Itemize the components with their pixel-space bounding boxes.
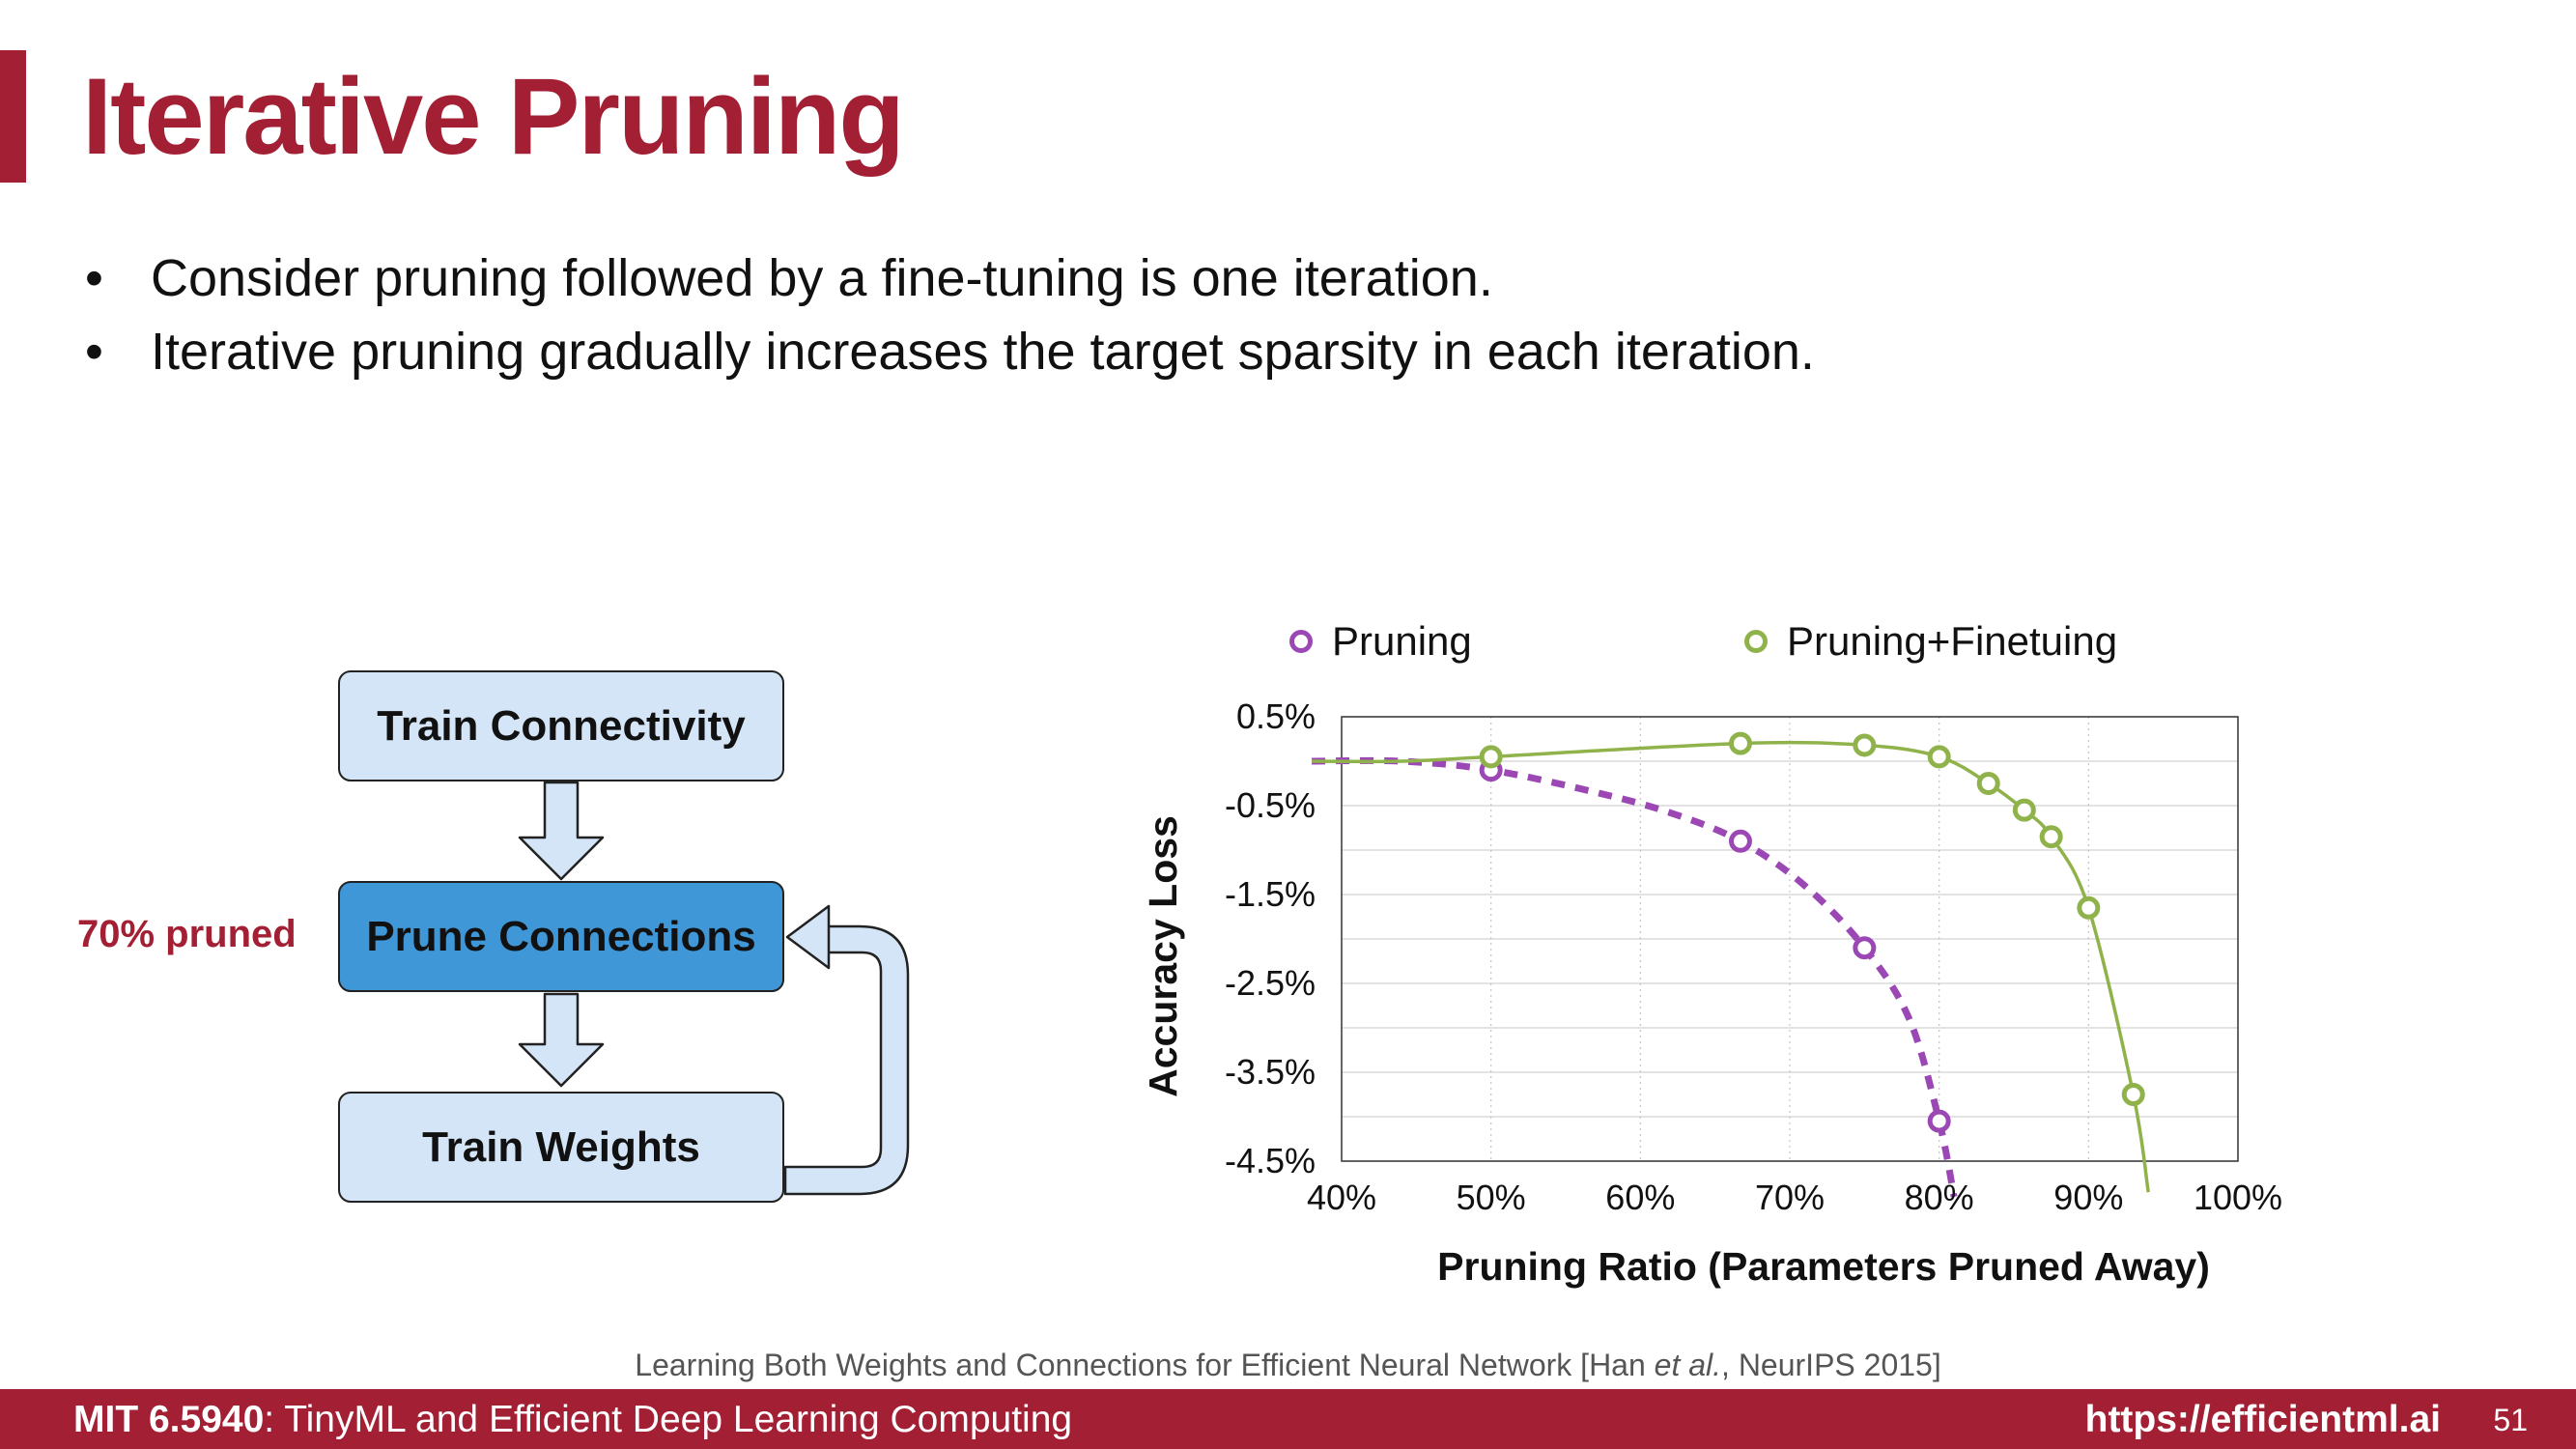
- y-tick-label: -1.5%: [1225, 874, 1316, 914]
- slide-title: Iterative Pruning: [82, 56, 905, 177]
- iterative-pruning-flowchart: Train Connectivity Prune Connections Tra…: [0, 657, 966, 1236]
- down-arrow-2: [518, 992, 605, 1088]
- x-tick-label: 40%: [1307, 1178, 1376, 1217]
- data-point-pruning: [1927, 1109, 1951, 1133]
- plot-frame: [1341, 716, 2239, 1162]
- train-connectivity-box: Train Connectivity: [338, 670, 784, 781]
- footer-bar: MIT 6.5940: TinyML and Efficient Deep Le…: [0, 1389, 2576, 1449]
- data-point-pruning-finetuning: [1927, 745, 1951, 769]
- prune-connections-box: Prune Connections: [338, 881, 784, 992]
- x-tick-label: 80%: [1905, 1178, 1974, 1217]
- bullet-item: Consider pruning followed by a fine-tuni…: [85, 242, 1815, 315]
- data-point-pruning-finetuning: [1853, 733, 1877, 757]
- accuracy-loss-chart: 40% 50% 60% 70% 80% 90% 100% 0.5% -0.5% -1.5% -2.5…: [1141, 618, 2282, 1289]
- down-arrow-1: [518, 781, 605, 881]
- data-point-pruning-finetuning: [2077, 895, 2101, 920]
- y-tick-label: 0.5%: [1236, 696, 1316, 736]
- y-tick-label: -4.5%: [1225, 1141, 1316, 1180]
- data-point-pruning-finetuning: [2039, 825, 2063, 849]
- citation-italic: et al.: [1654, 1348, 1722, 1382]
- legend-label: Pruning: [1332, 618, 1472, 664]
- citation: Learning Both Weights and Connections fo…: [0, 1348, 2576, 1383]
- x-tick-label: 90%: [2053, 1178, 2123, 1217]
- series-line-pruning: [1312, 756, 1958, 1198]
- chart-ticks: 40% 50% 60% 70% 80% 90% 100% 0.5% -0.5% -1.5% -2.5…: [1225, 696, 2282, 1217]
- course-url-link[interactable]: https://efficientml.ai: [2084, 1399, 2441, 1440]
- data-point-pruning-finetuning: [2121, 1083, 2145, 1106]
- x-tick-label: 50%: [1457, 1178, 1526, 1217]
- title-accent-bar: [0, 50, 26, 183]
- y-tick-label: -0.5%: [1225, 785, 1316, 825]
- legend-marker: [1289, 630, 1313, 653]
- page-number: 51: [2493, 1403, 2528, 1437]
- legend-label: Pruning+Finetuing: [1787, 618, 2117, 664]
- y-axis-label: Accuracy Loss: [1141, 815, 1185, 1097]
- x-tick-label: 100%: [2194, 1178, 2282, 1217]
- flow-arrows: [518, 781, 910, 1196]
- x-tick-label: 70%: [1755, 1178, 1825, 1217]
- train-weights-box: Train Weights: [338, 1092, 784, 1203]
- chart-grid: [1342, 716, 2238, 1162]
- x-tick-label: 60%: [1605, 1178, 1675, 1217]
- chart-legend: Pruning Pruning+Finetuing: [1289, 618, 2117, 664]
- loop-back-arrow: [783, 904, 910, 1196]
- chart-points: [1479, 731, 2145, 1133]
- bullet-item: Iterative pruning gradually increases th…: [85, 315, 1815, 388]
- course-name: MIT 6.5940: TinyML and Efficient Deep Le…: [73, 1399, 1072, 1441]
- y-tick-label: -2.5%: [1225, 963, 1316, 1003]
- citation-pre: Learning Both Weights and Connections fo…: [635, 1348, 1655, 1382]
- x-axis-label: Pruning Ratio (Parameters Pruned Away): [1437, 1244, 2210, 1289]
- pruned-note: 70% pruned: [77, 913, 297, 955]
- bullet-list: Consider pruning followed by a fine-tuni…: [85, 242, 1815, 388]
- course-code: MIT 6.5940: [73, 1399, 265, 1440]
- data-point-pruning-finetuning: [1976, 772, 2000, 795]
- data-point-pruning-finetuning: [1728, 731, 1752, 755]
- citation-post: , NeurIPS 2015]: [1721, 1348, 1941, 1382]
- data-point-pruning: [1853, 936, 1877, 960]
- y-tick-label: -3.5%: [1225, 1052, 1316, 1092]
- data-point-pruning-finetuning: [2012, 798, 2036, 822]
- legend-marker: [1744, 630, 1768, 653]
- data-point-pruning: [1728, 829, 1752, 853]
- course-title: : TinyML and Efficient Deep Learning Com…: [264, 1399, 1073, 1440]
- data-point-pruning-finetuning: [1479, 745, 1503, 769]
